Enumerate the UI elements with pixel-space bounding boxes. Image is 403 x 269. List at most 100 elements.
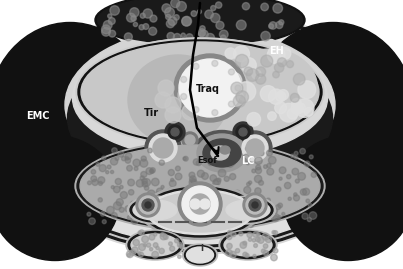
Circle shape (143, 24, 149, 29)
Ellipse shape (80, 145, 320, 227)
Circle shape (303, 188, 310, 195)
Circle shape (238, 194, 243, 199)
Circle shape (155, 193, 160, 199)
Circle shape (262, 233, 269, 240)
Circle shape (239, 128, 247, 136)
Ellipse shape (130, 198, 180, 222)
Circle shape (139, 196, 157, 214)
Circle shape (129, 190, 134, 195)
Circle shape (191, 11, 197, 16)
Circle shape (200, 30, 208, 39)
Circle shape (220, 30, 228, 39)
Circle shape (198, 30, 205, 37)
Circle shape (182, 186, 218, 222)
Circle shape (110, 170, 114, 174)
Circle shape (244, 67, 253, 76)
Circle shape (205, 10, 213, 19)
Circle shape (182, 104, 198, 120)
Ellipse shape (150, 192, 250, 232)
Circle shape (273, 71, 279, 78)
Circle shape (141, 156, 146, 161)
Circle shape (127, 165, 132, 171)
Circle shape (120, 192, 127, 199)
Circle shape (249, 199, 261, 211)
Ellipse shape (12, 11, 388, 249)
Ellipse shape (226, 200, 270, 220)
Circle shape (160, 152, 164, 155)
Circle shape (182, 17, 191, 26)
Circle shape (311, 172, 316, 178)
Circle shape (133, 159, 140, 167)
Circle shape (178, 182, 222, 226)
Circle shape (183, 156, 188, 161)
Circle shape (278, 90, 289, 100)
Circle shape (189, 192, 196, 199)
Circle shape (102, 220, 106, 224)
Circle shape (269, 22, 277, 29)
Ellipse shape (211, 146, 229, 160)
Ellipse shape (127, 196, 183, 224)
Circle shape (155, 92, 171, 108)
Text: I: I (200, 244, 203, 253)
Circle shape (131, 16, 136, 21)
Ellipse shape (141, 185, 259, 239)
Circle shape (292, 98, 301, 108)
Ellipse shape (220, 196, 276, 224)
Circle shape (249, 198, 253, 203)
Circle shape (256, 167, 262, 174)
Circle shape (145, 203, 152, 209)
Circle shape (172, 204, 180, 212)
Circle shape (252, 239, 256, 242)
Circle shape (259, 150, 264, 156)
Ellipse shape (283, 136, 403, 260)
Circle shape (252, 216, 257, 220)
Circle shape (248, 145, 256, 153)
Circle shape (279, 177, 282, 180)
Circle shape (261, 55, 273, 67)
Text: Tir: Tir (143, 108, 159, 118)
Circle shape (268, 112, 276, 120)
Circle shape (181, 76, 187, 83)
Circle shape (200, 199, 210, 209)
Circle shape (215, 185, 218, 188)
Circle shape (196, 161, 202, 166)
Circle shape (206, 33, 214, 42)
Circle shape (255, 214, 258, 218)
Circle shape (279, 48, 291, 59)
Circle shape (304, 108, 313, 116)
Circle shape (267, 168, 274, 175)
Ellipse shape (81, 42, 319, 142)
Circle shape (304, 161, 310, 167)
Circle shape (214, 179, 220, 185)
Circle shape (186, 34, 193, 41)
Circle shape (197, 10, 202, 14)
Circle shape (128, 179, 135, 186)
Circle shape (256, 237, 260, 242)
Circle shape (256, 200, 262, 206)
Ellipse shape (128, 55, 228, 145)
Circle shape (174, 15, 179, 20)
Circle shape (272, 208, 278, 214)
Circle shape (189, 179, 197, 186)
Circle shape (276, 22, 283, 29)
Ellipse shape (220, 146, 230, 154)
Circle shape (265, 236, 272, 243)
Circle shape (287, 109, 297, 119)
Circle shape (257, 233, 260, 236)
Ellipse shape (75, 141, 325, 231)
Circle shape (228, 90, 244, 106)
Circle shape (278, 215, 281, 219)
Circle shape (103, 21, 112, 29)
Circle shape (204, 202, 207, 205)
Circle shape (210, 152, 214, 156)
Circle shape (193, 159, 199, 165)
Circle shape (142, 179, 147, 184)
Circle shape (168, 169, 174, 176)
Circle shape (209, 151, 214, 157)
Ellipse shape (174, 54, 246, 122)
Circle shape (168, 17, 177, 26)
Circle shape (175, 166, 180, 171)
Circle shape (175, 173, 182, 180)
Circle shape (243, 193, 267, 217)
Circle shape (115, 178, 121, 185)
